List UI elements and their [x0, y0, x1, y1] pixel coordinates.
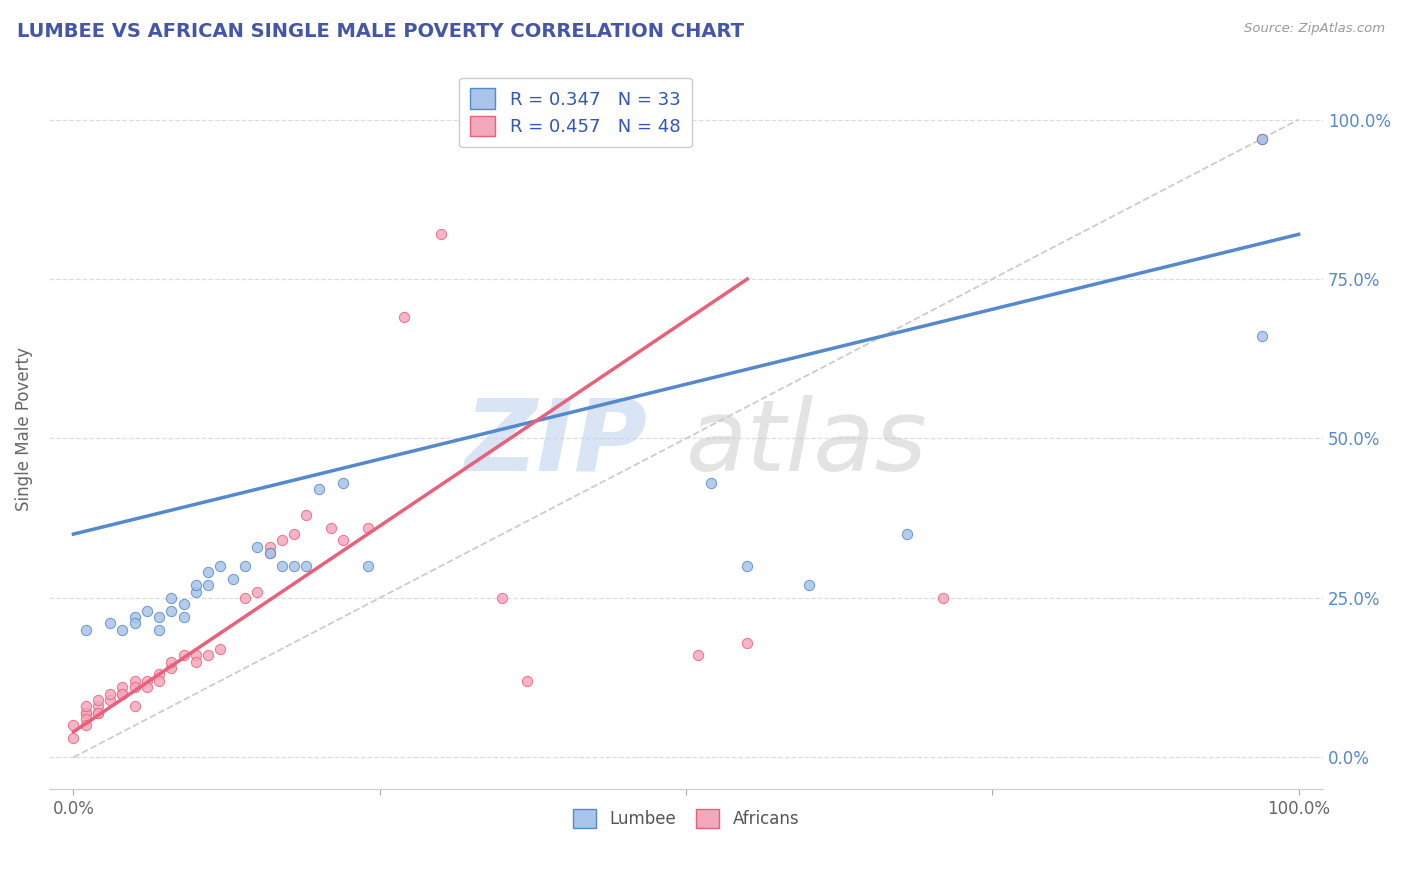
- Point: [516, 673, 538, 688]
- Point: [184, 578, 207, 592]
- Point: [111, 680, 134, 694]
- Point: [295, 508, 318, 522]
- Point: [197, 578, 219, 592]
- Point: [184, 584, 207, 599]
- Point: [688, 648, 710, 663]
- Point: [491, 591, 513, 605]
- Point: [173, 648, 195, 663]
- Point: [295, 559, 318, 574]
- Point: [136, 680, 159, 694]
- Point: [75, 712, 97, 726]
- Point: [98, 693, 121, 707]
- Point: [75, 718, 97, 732]
- Point: [160, 591, 183, 605]
- Point: [1250, 131, 1272, 145]
- Point: [308, 483, 330, 497]
- Point: [160, 661, 183, 675]
- Point: [136, 604, 159, 618]
- Point: [737, 559, 759, 574]
- Point: [124, 699, 146, 714]
- Point: [197, 648, 219, 663]
- Point: [87, 706, 110, 720]
- Point: [75, 699, 97, 714]
- Point: [222, 572, 245, 586]
- Point: [699, 476, 721, 491]
- Point: [332, 476, 354, 491]
- Point: [62, 731, 84, 746]
- Point: [1250, 131, 1272, 145]
- Point: [932, 591, 955, 605]
- Point: [87, 706, 110, 720]
- Point: [209, 641, 232, 656]
- Point: [259, 540, 281, 554]
- Point: [124, 673, 146, 688]
- Text: LUMBEE VS AFRICAN SINGLE MALE POVERTY CORRELATION CHART: LUMBEE VS AFRICAN SINGLE MALE POVERTY CO…: [17, 22, 744, 41]
- Point: [233, 559, 256, 574]
- Point: [148, 673, 170, 688]
- Point: [184, 648, 207, 663]
- Point: [98, 687, 121, 701]
- Point: [87, 699, 110, 714]
- Point: [148, 667, 170, 681]
- Point: [124, 610, 146, 624]
- Point: [62, 718, 84, 732]
- Point: [124, 680, 146, 694]
- Point: [896, 527, 918, 541]
- Text: ZIP: ZIP: [465, 395, 648, 491]
- Point: [246, 584, 269, 599]
- Point: [283, 559, 305, 574]
- Point: [160, 655, 183, 669]
- Point: [197, 566, 219, 580]
- Text: Source: ZipAtlas.com: Source: ZipAtlas.com: [1244, 22, 1385, 36]
- Point: [87, 693, 110, 707]
- Point: [356, 559, 378, 574]
- Point: [160, 604, 183, 618]
- Point: [1250, 329, 1272, 343]
- Point: [173, 597, 195, 611]
- Point: [124, 616, 146, 631]
- Point: [209, 559, 232, 574]
- Point: [233, 591, 256, 605]
- Text: atlas: atlas: [686, 395, 928, 491]
- Point: [259, 546, 281, 560]
- Point: [356, 521, 378, 535]
- Point: [737, 635, 759, 649]
- Point: [173, 610, 195, 624]
- Point: [148, 610, 170, 624]
- Point: [184, 655, 207, 669]
- Point: [111, 687, 134, 701]
- Legend: Lumbee, Africans: Lumbee, Africans: [567, 803, 806, 835]
- Y-axis label: Single Male Poverty: Single Male Poverty: [15, 347, 32, 511]
- Point: [98, 616, 121, 631]
- Point: [75, 706, 97, 720]
- Point: [332, 533, 354, 548]
- Point: [319, 521, 342, 535]
- Point: [270, 559, 292, 574]
- Point: [394, 310, 416, 325]
- Point: [259, 546, 281, 560]
- Point: [75, 706, 97, 720]
- Point: [136, 673, 159, 688]
- Point: [75, 623, 97, 637]
- Point: [111, 687, 134, 701]
- Point: [148, 623, 170, 637]
- Point: [246, 540, 269, 554]
- Point: [270, 533, 292, 548]
- Point: [283, 527, 305, 541]
- Point: [430, 227, 453, 242]
- Point: [797, 578, 820, 592]
- Point: [111, 623, 134, 637]
